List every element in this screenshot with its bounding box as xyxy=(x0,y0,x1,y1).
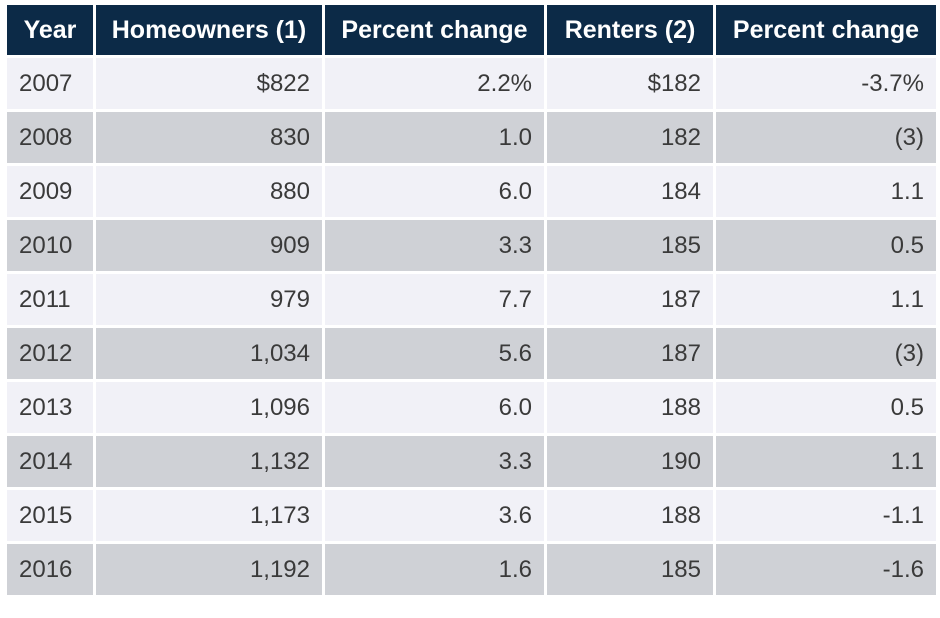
cell-renters: 190 xyxy=(547,436,713,487)
cell-homeowners-change: 6.0 xyxy=(325,166,544,217)
cell-renters-change: 0.5 xyxy=(716,382,936,433)
table-row: 2014 1,132 3.3 190 1.1 xyxy=(7,436,936,487)
cell-year: 2010 xyxy=(7,220,93,271)
table-row: 2012 1,034 5.6 187 (3) xyxy=(7,328,936,379)
cell-year: 2008 xyxy=(7,112,93,163)
cell-year: 2011 xyxy=(7,274,93,325)
cell-renters: $182 xyxy=(547,58,713,109)
cell-year: 2016 xyxy=(7,544,93,595)
cell-year: 2007 xyxy=(7,58,93,109)
cell-homeowners-change: 7.7 xyxy=(325,274,544,325)
header-row: Year Homeowners (1) Percent change Rente… xyxy=(7,5,936,55)
cell-homeowners: 1,132 xyxy=(96,436,322,487)
cell-homeowners-change: 5.6 xyxy=(325,328,544,379)
cell-homeowners: 880 xyxy=(96,166,322,217)
cell-year: 2012 xyxy=(7,328,93,379)
header-year: Year xyxy=(7,5,93,55)
cell-renters: 182 xyxy=(547,112,713,163)
cell-homeowners-change: 1.0 xyxy=(325,112,544,163)
cell-homeowners: 1,034 xyxy=(96,328,322,379)
cell-year: 2015 xyxy=(7,490,93,541)
table-row: 2008 830 1.0 182 (3) xyxy=(7,112,936,163)
table-row: 2016 1,192 1.6 185 -1.6 xyxy=(7,544,936,595)
table-row: 2009 880 6.0 184 1.1 xyxy=(7,166,936,217)
cell-homeowners: 1,192 xyxy=(96,544,322,595)
premium-table: Year Homeowners (1) Percent change Rente… xyxy=(4,2,939,598)
table-row: 2015 1,173 3.6 188 -1.1 xyxy=(7,490,936,541)
table-row: 2011 979 7.7 187 1.1 xyxy=(7,274,936,325)
cell-homeowners: 1,096 xyxy=(96,382,322,433)
header-homeowners-percent-change: Percent change xyxy=(325,5,544,55)
cell-renters: 188 xyxy=(547,382,713,433)
header-renters-percent-change: Percent change xyxy=(716,5,936,55)
data-table-container: Year Homeowners (1) Percent change Rente… xyxy=(7,5,936,595)
cell-renters-change: 1.1 xyxy=(716,274,936,325)
cell-homeowners-change: 6.0 xyxy=(325,382,544,433)
cell-homeowners-change: 1.6 xyxy=(325,544,544,595)
cell-renters: 184 xyxy=(547,166,713,217)
cell-renters: 187 xyxy=(547,274,713,325)
cell-renters: 188 xyxy=(547,490,713,541)
table-row: 2013 1,096 6.0 188 0.5 xyxy=(7,382,936,433)
cell-year: 2014 xyxy=(7,436,93,487)
cell-homeowners: $822 xyxy=(96,58,322,109)
cell-homeowners: 1,173 xyxy=(96,490,322,541)
cell-year: 2013 xyxy=(7,382,93,433)
cell-homeowners: 979 xyxy=(96,274,322,325)
cell-homeowners-change: 3.3 xyxy=(325,436,544,487)
cell-renters: 187 xyxy=(547,328,713,379)
cell-homeowners-change: 3.6 xyxy=(325,490,544,541)
cell-homeowners-change: 2.2% xyxy=(325,58,544,109)
cell-renters: 185 xyxy=(547,544,713,595)
cell-renters-change: -3.7% xyxy=(716,58,936,109)
cell-homeowners: 909 xyxy=(96,220,322,271)
header-homeowners: Homeowners (1) xyxy=(96,5,322,55)
cell-renters-change: 1.1 xyxy=(716,166,936,217)
table-row: 2010 909 3.3 185 0.5 xyxy=(7,220,936,271)
cell-renters-change: (3) xyxy=(716,328,936,379)
header-renters: Renters (2) xyxy=(547,5,713,55)
cell-homeowners: 830 xyxy=(96,112,322,163)
table-body: 2007 $822 2.2% $182 -3.7% 2008 830 1.0 1… xyxy=(7,58,936,595)
cell-renters: 185 xyxy=(547,220,713,271)
cell-renters-change: (3) xyxy=(716,112,936,163)
cell-year: 2009 xyxy=(7,166,93,217)
cell-renters-change: -1.1 xyxy=(716,490,936,541)
cell-renters-change: -1.6 xyxy=(716,544,936,595)
table-row: 2007 $822 2.2% $182 -3.7% xyxy=(7,58,936,109)
cell-renters-change: 0.5 xyxy=(716,220,936,271)
cell-renters-change: 1.1 xyxy=(716,436,936,487)
cell-homeowners-change: 3.3 xyxy=(325,220,544,271)
